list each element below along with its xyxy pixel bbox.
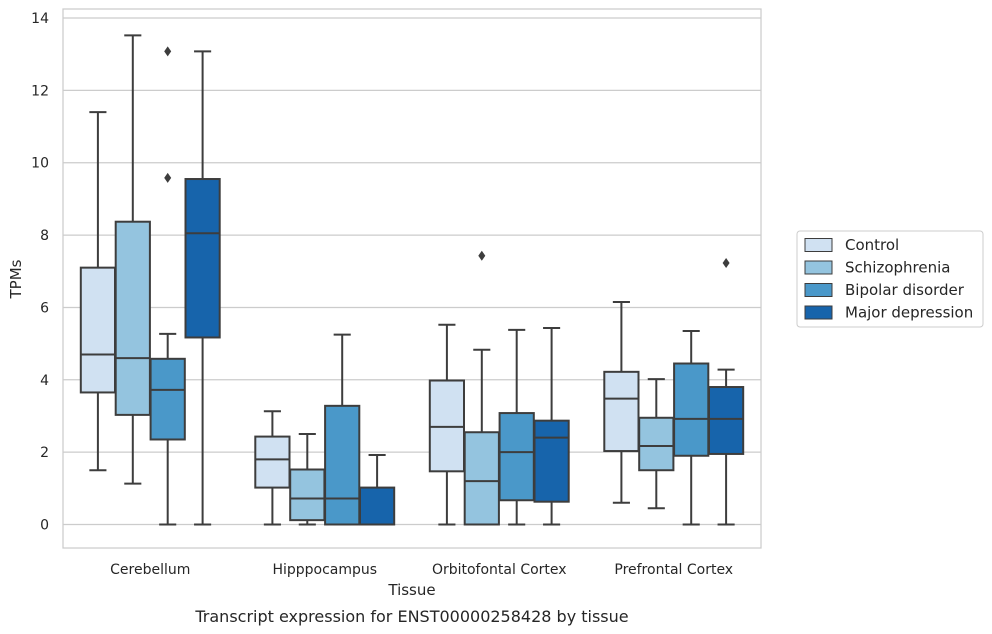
x-axis-title: Tissue: [387, 581, 435, 599]
box: [603, 301, 640, 504]
y-tick-label: 14: [31, 11, 49, 27]
outlier-point: [164, 46, 172, 57]
box-body: [254, 435, 291, 489]
box-body: [673, 362, 710, 457]
box: [289, 433, 326, 526]
y-tick-label: 12: [31, 83, 49, 99]
box-body: [114, 220, 151, 416]
x-tick-label: Orbitofontal Cortex: [432, 562, 567, 578]
legend-label: Major depression: [845, 304, 973, 322]
legend-swatch: [804, 305, 833, 320]
y-tick-label: 6: [40, 300, 49, 316]
box-body: [358, 486, 396, 526]
box-body: [324, 404, 361, 526]
legend-label: Bipolar disorder: [845, 281, 965, 299]
outlier-point: [478, 250, 486, 261]
legend-label: Schizophrenia: [845, 259, 950, 277]
box: [114, 34, 151, 485]
box: [707, 257, 745, 526]
x-tick-label: Hipppocampus: [272, 562, 377, 578]
x-tick-labels: Cerebellum Hipppocampus Orbitofontal Corte…: [110, 562, 733, 578]
box: [463, 250, 500, 526]
box: [358, 454, 396, 526]
box-body: [149, 357, 186, 441]
box-body: [603, 370, 640, 453]
y-tick-label: 0: [40, 517, 49, 533]
box: [79, 111, 117, 472]
box: [673, 329, 710, 526]
y-tick-label: 8: [40, 228, 49, 244]
box: [533, 327, 570, 526]
box: [428, 323, 466, 526]
box-body: [707, 386, 745, 455]
box: [498, 328, 535, 526]
box-body: [638, 416, 675, 472]
y-axis-title: TPMs: [7, 259, 25, 299]
box: [184, 50, 221, 526]
box: [254, 410, 291, 526]
y-tick-labels: 0 2 4 6 8 10 12 14: [31, 11, 49, 533]
legend-label: Control: [845, 236, 899, 254]
legend-swatch: [804, 283, 833, 297]
outlier-point: [164, 172, 172, 183]
legend-frame: [796, 230, 984, 328]
box-series: [79, 34, 745, 526]
box-body: [289, 468, 326, 522]
x-tick-label: Cerebellum: [110, 562, 190, 578]
box: [638, 378, 675, 510]
y-tick-label: 4: [40, 373, 49, 389]
chart-caption: Transcript expression for ENST0000025842…: [194, 607, 628, 626]
box-body: [463, 431, 500, 526]
x-tick-label: Prefrontal Cortex: [614, 562, 733, 578]
plot-frame: [62, 8, 762, 549]
box-body: [184, 178, 221, 339]
box: [149, 46, 186, 526]
box-body: [533, 419, 570, 503]
y-tick-label: 10: [31, 156, 49, 172]
box: [324, 333, 361, 526]
legend-swatch: [804, 238, 833, 252]
legend-swatch: [804, 260, 833, 275]
box-body: [498, 412, 535, 502]
outlier-point: [722, 257, 730, 268]
y-tick-label: 2: [40, 445, 49, 461]
legend: Control Schizophrenia Bipolar disorder Majo…: [796, 230, 984, 328]
box-body: [79, 266, 117, 394]
